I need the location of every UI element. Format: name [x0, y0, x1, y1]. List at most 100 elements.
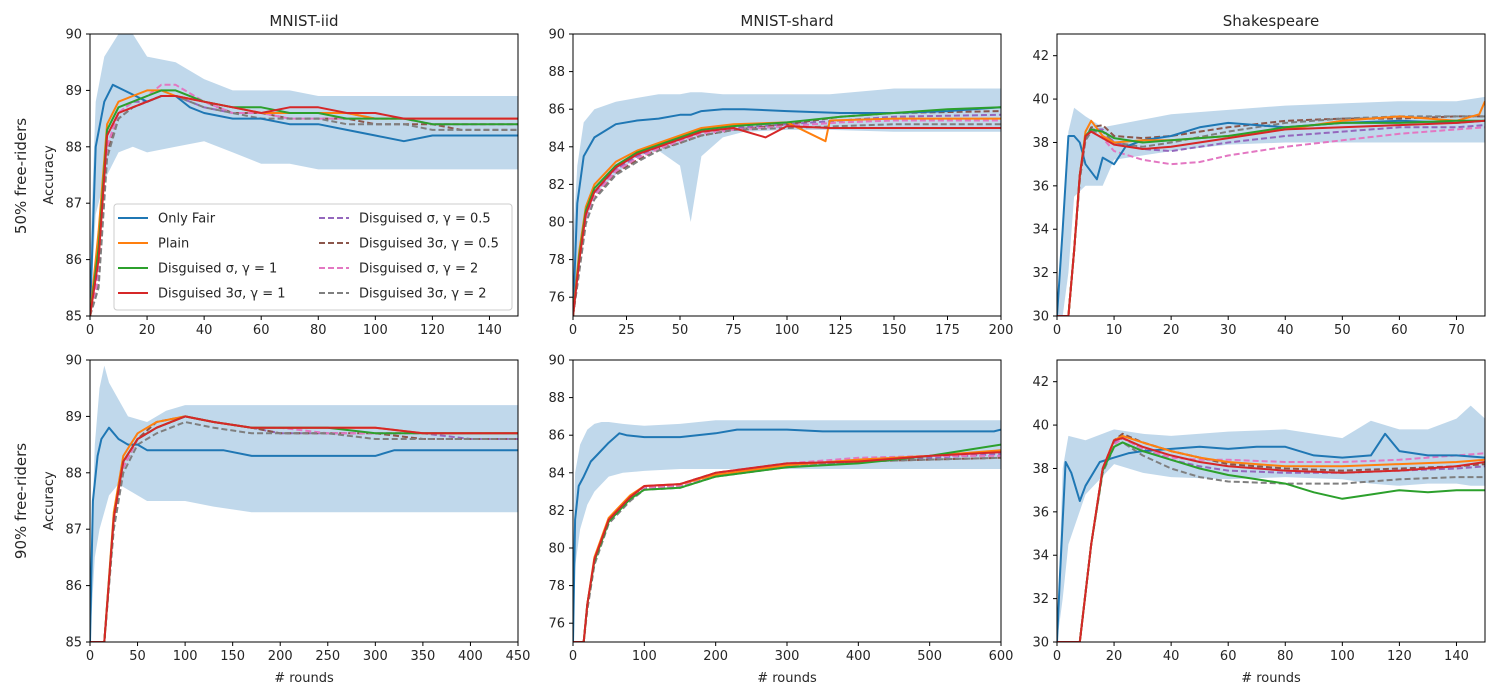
x-tick-label: 30	[1220, 323, 1237, 338]
series-line	[90, 415, 518, 642]
x-tick-label: 120	[420, 323, 445, 338]
series-line	[573, 106, 1001, 316]
row-labels: 50% free-riders 90% free-riders	[12, 118, 30, 559]
series-line	[90, 95, 518, 316]
y-tick-label: 88	[65, 140, 82, 155]
x-tick-label: 25	[618, 323, 635, 338]
y-tick-label: 76	[548, 617, 565, 632]
x-tick-label: 10	[1106, 323, 1123, 338]
y-tick-label: 30	[1032, 636, 1049, 651]
x-tick-label: 0	[569, 649, 577, 664]
y-tick-label: 36	[1032, 505, 1049, 520]
axes-frame	[572, 359, 1002, 643]
y-tick-label: 90	[548, 28, 565, 43]
legend-item: Disguised 3σ, γ = 1	[118, 287, 286, 302]
x-tick-label: 250	[315, 649, 340, 664]
series-line	[1057, 126, 1485, 316]
y-tick-label: 78	[548, 579, 565, 594]
x-tick-label: 0	[569, 323, 577, 338]
x-tick-label: 60	[1391, 323, 1408, 338]
legend-label: Plain	[158, 237, 189, 252]
legend-item: Disguised σ, γ = 0.5	[319, 212, 491, 227]
series-line	[90, 415, 518, 642]
legend-item: Only Fair	[118, 212, 216, 227]
x-axis-label: # rounds	[1241, 671, 1301, 686]
y-tick-label: 80	[548, 542, 565, 557]
y-tick-label: 88	[548, 65, 565, 80]
x-tick-label: 100	[632, 649, 657, 664]
y-axis-label: Accuracy	[42, 471, 57, 531]
panel-0: 0 20 40 60 80 100 120 140 85 86 87 88 89 90 MNIST-iid A…	[42, 12, 519, 338]
legend-label: Disguised 3σ, γ = 2	[359, 287, 487, 302]
x-tick-label: 50	[672, 323, 689, 338]
series-line	[90, 95, 518, 316]
variance-band	[1057, 96, 1485, 316]
x-tick-label: 140	[477, 323, 502, 338]
legend-label: Disguised 3σ, γ = 1	[158, 287, 286, 302]
x-tick-label: 80	[1277, 649, 1294, 664]
x-tick-label: 200	[989, 323, 1014, 338]
x-tick-label: 300	[775, 649, 800, 664]
x-tick-label: 200	[268, 649, 293, 664]
legend-item: Disguised 3σ, γ = 0.5	[319, 237, 499, 252]
x-tick-label: 350	[410, 649, 435, 664]
series-line	[573, 449, 1001, 642]
panels: 0 20 40 60 80 100 120 140858687888990MNIST-iidA…	[42, 12, 1486, 687]
panel-title: MNIST-shard	[740, 12, 833, 30]
axes-frame	[89, 359, 519, 643]
series-line	[90, 89, 518, 316]
series-line	[573, 119, 1001, 316]
x-tick-label: 100	[1330, 649, 1355, 664]
y-tick-label: 85	[65, 310, 82, 325]
y-tick-label: 85	[65, 636, 82, 651]
axes-frame	[1056, 359, 1486, 643]
y-tick-label: 36	[1032, 179, 1049, 194]
y-tick-label: 88	[65, 466, 82, 481]
legend-box	[113, 203, 513, 311]
x-tick-label: 140	[1444, 649, 1469, 664]
row-label-bottom: 90% free-riders	[12, 443, 30, 559]
panel-title: Shakespeare	[1223, 12, 1319, 30]
series-line	[90, 426, 518, 642]
y-tick-label: 76	[548, 291, 565, 306]
series-line	[573, 428, 1001, 642]
row-label-top: 50% free-riders	[12, 118, 30, 234]
x-tick-label: 500	[917, 649, 942, 664]
series-line	[573, 106, 1001, 316]
x-tick-label: 100	[775, 323, 800, 338]
series-line	[573, 443, 1001, 642]
y-tick-label: 82	[548, 504, 565, 519]
x-tick-label: 150	[220, 649, 245, 664]
x-tick-label: 70	[1448, 323, 1465, 338]
legend-label: Disguised σ, γ = 2	[359, 262, 478, 277]
y-tick-label: 90	[65, 354, 82, 369]
x-tick-label: 125	[828, 323, 853, 338]
x-tick-label: 450	[506, 649, 531, 664]
legend-label: Disguised σ, γ = 1	[158, 262, 277, 277]
y-tick-label: 84	[548, 140, 565, 155]
x-tick-label: 60	[253, 323, 270, 338]
y-tick-label: 87	[65, 523, 82, 538]
y-tick-label: 40	[1032, 93, 1049, 108]
y-tick-label: 89	[65, 410, 82, 425]
x-tick-label: 150	[882, 323, 907, 338]
legend-label: Disguised σ, γ = 0.5	[359, 212, 491, 227]
panel-5: 0 20 40 60 80 100 120 140 30 32 34 36 38 40 42 # rounds	[1032, 359, 1486, 686]
series-line	[1057, 119, 1485, 316]
legend-item: Disguised σ, γ = 2	[319, 262, 478, 277]
panel-2: 0 10 20 30 40 50 60 70 30 32 34 36 38 40 42 Shakespeare	[1032, 12, 1486, 338]
x-tick-label: 40	[1277, 323, 1294, 338]
panel-4: 0 100 200 300 400 500 600 76 78 80 82 84 86 88 90 # rou…	[548, 354, 1013, 687]
series-line	[573, 456, 1001, 642]
y-tick-label: 42	[1032, 375, 1049, 390]
variance-band	[90, 365, 518, 642]
x-tick-label: 80	[310, 323, 327, 338]
x-axis-label: # rounds	[757, 671, 817, 686]
x-tick-label: 120	[1387, 649, 1412, 664]
y-tick-label: 38	[1032, 462, 1049, 477]
x-tick-label: 0	[1053, 649, 1061, 664]
series-line	[573, 125, 1001, 316]
y-tick-label: 30	[1032, 310, 1049, 325]
x-tick-label: 60	[1220, 649, 1237, 664]
